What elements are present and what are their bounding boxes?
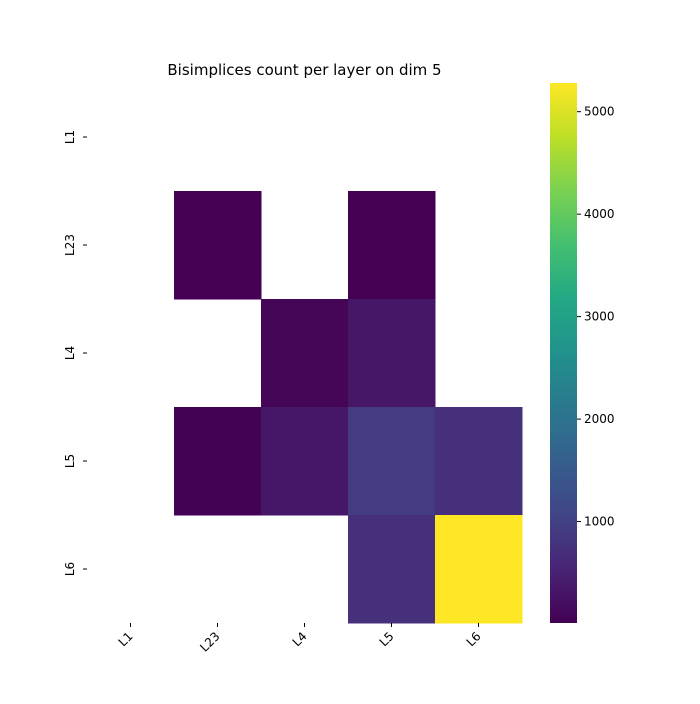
heatmap-cell-L5-L23 <box>174 407 262 516</box>
colorbar: 1000 2000 3000 4000 5000 <box>550 83 615 623</box>
x-axis: L1 L23 L4 L5 L6 <box>116 623 484 655</box>
colorbar-tick-label: 5000 <box>584 105 615 119</box>
x-tick-label: L1 <box>116 629 136 649</box>
heatmap-cells <box>174 191 523 624</box>
y-tick-label: L23 <box>63 234 77 256</box>
heatmap-cell-L4-L4 <box>261 299 349 408</box>
y-tick-label: L6 <box>63 562 77 576</box>
x-tick-label: L23 <box>197 629 222 654</box>
heatmap-cell-L6-L5 <box>348 515 436 624</box>
x-tick-label: L4 <box>290 629 310 649</box>
heatmap-cell-L23-L23 <box>174 191 262 300</box>
heatmap-cell-L5-L5 <box>348 407 436 516</box>
y-tick-label: L4 <box>63 346 77 360</box>
heatmap-cell-L4-L5 <box>348 299 436 408</box>
heatmap-cell-L23-L5 <box>348 191 436 300</box>
x-tick-label: L5 <box>377 629 397 649</box>
heatmap-cell-L6-L6 <box>435 515 523 624</box>
colorbar-tick-label: 2000 <box>584 412 615 426</box>
x-tick-label: L6 <box>464 629 484 649</box>
colorbar-tick-label: 4000 <box>584 207 615 221</box>
heatmap-cell-L5-L4 <box>261 407 349 516</box>
colorbar-gradient <box>550 83 577 623</box>
colorbar-tick-label: 3000 <box>584 310 615 324</box>
y-tick-label: L5 <box>63 454 77 468</box>
y-axis: L1 L23 L4 L5 L6 <box>63 130 87 576</box>
colorbar-tick-label: 1000 <box>584 515 615 529</box>
heatmap-cell-L5-L6 <box>435 407 523 516</box>
chart-title: Bisimplices count per layer on dim 5 <box>167 61 442 79</box>
y-tick-label: L1 <box>63 130 77 144</box>
